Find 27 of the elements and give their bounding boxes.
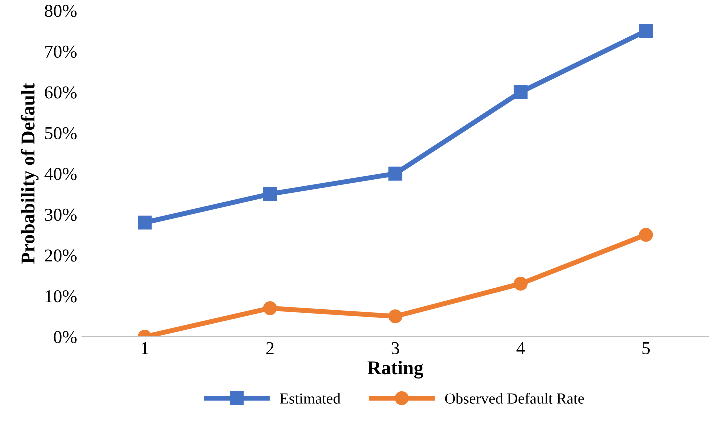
point [388, 310, 403, 324]
x-tick-label: 2 [266, 342, 274, 354]
y-tick-label: 30% [45, 208, 77, 222]
x-tick-label: 5 [642, 342, 650, 355]
point [388, 166, 403, 181]
x-tick-label: 1 [142, 342, 148, 354]
y-tick-label: 60% [45, 86, 77, 99]
y-tick-label: 50% [45, 127, 77, 140]
y-tick-label: 0% [54, 331, 77, 344]
x-tick-label: 4 [516, 342, 526, 354]
y-tick-label: 10% [46, 290, 77, 303]
x-axis-title: Rating [368, 360, 424, 379]
y-tick-label: 20% [45, 250, 77, 262]
point [639, 228, 654, 242]
point [514, 277, 528, 291]
y-tick-label: 70% [46, 46, 77, 58]
x-tick-label: 3 [392, 342, 400, 355]
y-tick-label: 80% [45, 5, 77, 18]
y-axis-title: Probability of Default [20, 83, 39, 264]
legend-label: Observed Default Rate [445, 393, 584, 404]
point [138, 216, 152, 230]
point [639, 24, 654, 38]
legend-label: Estimated [280, 393, 341, 404]
point [514, 85, 528, 100]
y-tick-label: 40% [44, 168, 77, 180]
point [263, 301, 278, 316]
point [263, 187, 278, 202]
